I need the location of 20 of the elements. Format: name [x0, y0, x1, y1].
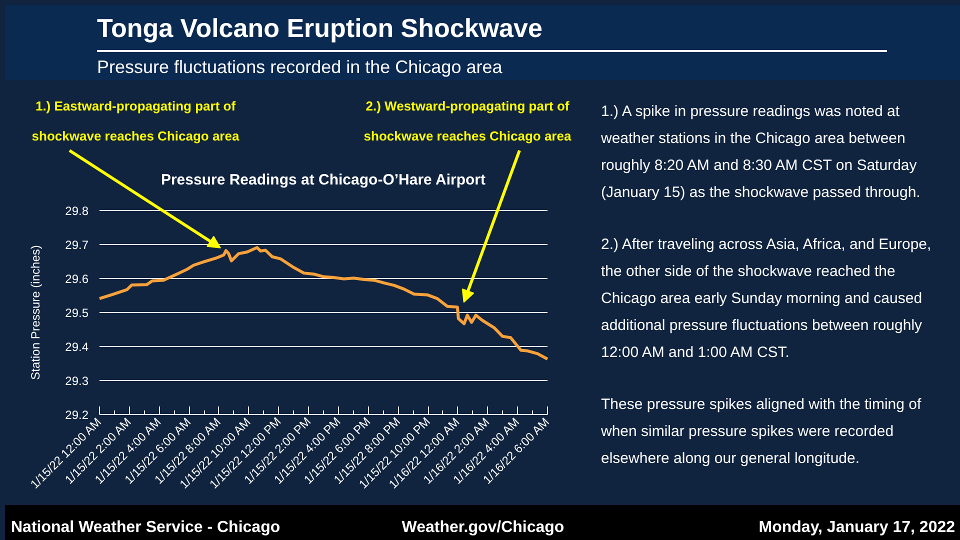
chart-title: Tonga Volcano Eruption Shockwave: [97, 10, 887, 52]
text: Weather.gov/Chicago: [400, 518, 566, 538]
text: National Weather Service - Chicago: [11, 518, 282, 538]
y-tick-label: 29.2: [65, 408, 89, 422]
text: These pressure spikes aligned with the timing of when similar pressure spikes were recorded elsewhere along our general longitude.: [601, 395, 922, 469]
text: 2.) After traveling across Asia, Africa, and Europe, the other side of the shockwave reached the Chicago area early Sunday morning and caused additional pressure fluctuations between roughly 12:00 AM and 1:00 AM CST.: [601, 235, 932, 363]
y-axis-title: Station Pressure (inches): [28, 245, 42, 380]
annotation: 1.) Eastward-propagating part of shockwave reaches Chicago area: [32, 98, 240, 144]
text: 1.) A spike in pressure readings was noted at weather stations in the Chicago area between roughly 8:20 AM and 8:30 AM CST on Saturday (January 15) as the shockwave passed through.: [601, 102, 922, 203]
y-tick-label: 29.8: [65, 204, 89, 218]
y-tick-label: 29.3: [65, 374, 89, 388]
annotation: 2.) Westward-propagating part of shockwave reaches Chicago area: [364, 98, 572, 144]
y-tick-label: 29.7: [65, 238, 89, 252]
text: Pressure Readings at Chicago-O’Hare Airport: [160, 172, 486, 188]
chart-subtitle: Pressure fluctuations recorded in the Chicago area: [97, 56, 504, 80]
line-series: [98, 246, 549, 361]
text: Monday, January 17, 2022: [758, 518, 956, 538]
y-tick-label: 29.4: [65, 340, 89, 354]
y-tick-label: 29.5: [65, 306, 89, 320]
y-tick-label: 29.6: [65, 272, 89, 286]
